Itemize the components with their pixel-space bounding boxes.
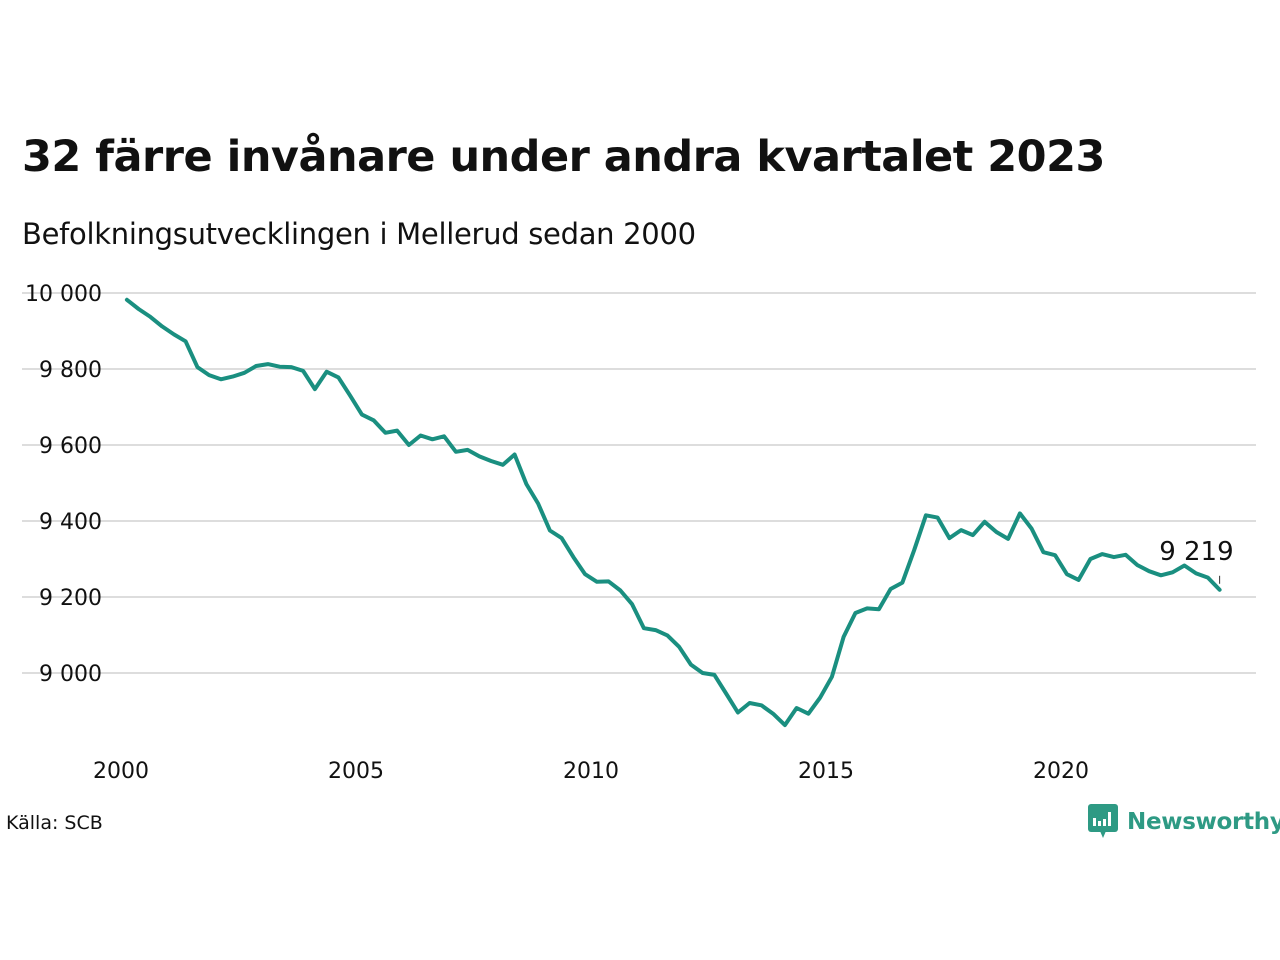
line-chart: 9 000 9 200 9 400 9 600 9 800 10 000 2000 2005… bbox=[22, 282, 1256, 784]
x-tick-label: 2015 bbox=[798, 759, 854, 784]
end-value-label: 9 219 bbox=[1159, 537, 1233, 567]
newsworthy-chart-bubble-icon bbox=[1088, 804, 1118, 838]
chart-subtitle: Befolkningsutvecklingen i Mellerud sedan… bbox=[22, 217, 696, 251]
newsworthy-logo-text: Newsworthy bbox=[1127, 808, 1280, 835]
x-tick-label: 2010 bbox=[563, 759, 619, 784]
x-tick-label: 2005 bbox=[328, 759, 384, 784]
y-tick-label: 9 600 bbox=[39, 434, 102, 459]
y-axis-tick-labels: 9 000 9 200 9 400 9 600 9 800 10 000 bbox=[25, 282, 102, 687]
gridlines bbox=[22, 292, 1256, 674]
x-axis-tick-labels: 2000 2005 2010 2015 2020 bbox=[93, 759, 1089, 784]
x-tick-label: 2000 bbox=[93, 759, 149, 784]
end-annotation: 9 219 bbox=[1159, 537, 1234, 584]
y-tick-label: 9 000 bbox=[39, 662, 102, 687]
series-group bbox=[124, 297, 1222, 728]
y-tick-label: 9 800 bbox=[39, 358, 102, 383]
y-tick-label: 10 000 bbox=[25, 282, 102, 307]
newsworthy-logo: Newsworthy bbox=[1088, 804, 1280, 839]
source-credit: Källa: SCB bbox=[6, 812, 103, 834]
chart-title: 32 färre invånare under andra kvartalet … bbox=[22, 132, 1105, 182]
y-tick-label: 9 200 bbox=[39, 586, 102, 611]
x-tick-label: 2020 bbox=[1033, 759, 1089, 784]
y-tick-label: 9 400 bbox=[39, 510, 102, 535]
series-line bbox=[124, 297, 1222, 728]
